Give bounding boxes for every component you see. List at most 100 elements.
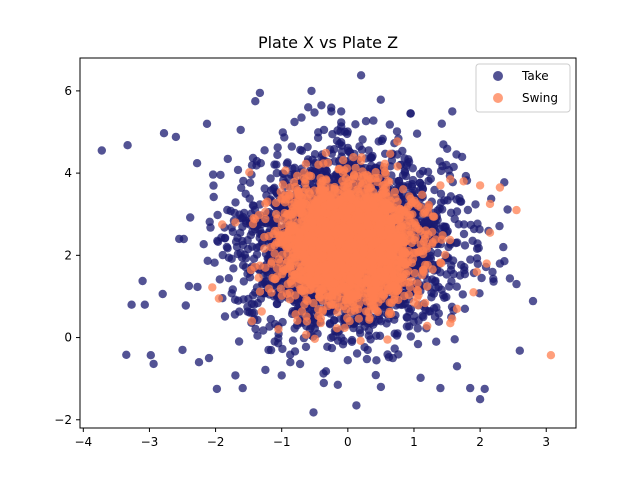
point-take [473, 259, 482, 269]
point-take [406, 109, 415, 118]
point-take [416, 373, 425, 382]
point-take [406, 332, 415, 341]
point-take [233, 165, 243, 175]
point-swing [423, 282, 432, 291]
point-swing [338, 168, 348, 177]
point-take [239, 176, 248, 186]
point-take [376, 382, 386, 392]
point-take [437, 285, 446, 294]
point-take [426, 251, 435, 260]
point-take [237, 183, 246, 192]
point-take [307, 86, 316, 96]
point-take [499, 242, 508, 252]
point-swing [245, 168, 254, 177]
point-take [352, 401, 361, 410]
point-take [427, 293, 436, 302]
point-take [249, 254, 259, 263]
point-take [149, 359, 158, 369]
point-take [122, 350, 131, 359]
point-take [434, 309, 443, 318]
point-take [436, 166, 446, 176]
point-take [223, 154, 232, 164]
point-take [127, 300, 136, 309]
point-take [192, 159, 202, 168]
point-take [243, 302, 252, 311]
point-take [319, 378, 328, 388]
point-take [228, 227, 238, 236]
point-take [239, 295, 248, 304]
point-swing [301, 159, 311, 168]
point-swing [399, 270, 408, 279]
point-take [388, 353, 397, 363]
point-take [415, 178, 425, 188]
point-take [212, 384, 222, 394]
point-take [238, 240, 248, 250]
point-take [402, 312, 411, 322]
point-take [337, 118, 346, 127]
point-swing [274, 255, 284, 264]
point-take [206, 223, 215, 232]
point-swing [404, 278, 413, 287]
point-take [181, 301, 190, 310]
point-swing [261, 214, 270, 224]
point-take [450, 214, 459, 224]
point-take [304, 103, 313, 112]
point-take [287, 142, 296, 151]
point-take [418, 311, 427, 320]
point-take [224, 274, 233, 283]
point-take [466, 383, 475, 393]
point-take [269, 184, 278, 194]
point-take [436, 268, 445, 277]
point-take [340, 127, 349, 136]
point-swing [257, 307, 266, 316]
point-swing [353, 187, 363, 196]
point-take [328, 130, 337, 139]
point-take [404, 157, 414, 167]
point-take [480, 384, 489, 394]
point-take [362, 354, 372, 364]
point-take [423, 167, 433, 176]
point-take [260, 277, 269, 287]
point-take [356, 71, 366, 80]
point-take [466, 220, 475, 230]
point-take [392, 127, 402, 136]
point-take [477, 273, 486, 283]
point-take [323, 342, 332, 351]
point-take [216, 170, 225, 180]
point-take [256, 159, 265, 168]
point-take [222, 242, 232, 252]
point-swing [291, 291, 300, 300]
point-take [309, 408, 318, 417]
point-take [456, 260, 466, 270]
point-take [272, 299, 282, 309]
point-take [234, 337, 244, 346]
point-swing [261, 207, 270, 217]
point-take [227, 254, 236, 263]
point-take [295, 359, 305, 369]
point-take [158, 289, 167, 299]
point-swing [351, 163, 360, 173]
point-take [255, 88, 265, 98]
point-take [495, 259, 505, 268]
point-take [512, 279, 521, 289]
point-take [239, 277, 248, 286]
point-take [248, 153, 258, 163]
point-swing [417, 190, 427, 199]
point-take [430, 277, 440, 287]
point-take [273, 143, 282, 152]
point-take [227, 289, 236, 298]
point-take [355, 325, 364, 335]
point-take [301, 342, 311, 352]
point-take [290, 117, 299, 127]
point-take [330, 316, 339, 325]
point-take [236, 125, 245, 135]
point-swing [339, 156, 348, 165]
point-take [415, 169, 425, 179]
point-swing [260, 244, 269, 253]
point-take [286, 358, 295, 367]
point-take [159, 129, 169, 138]
point-take [230, 208, 239, 218]
point-take [203, 256, 212, 265]
point-take [240, 250, 249, 259]
